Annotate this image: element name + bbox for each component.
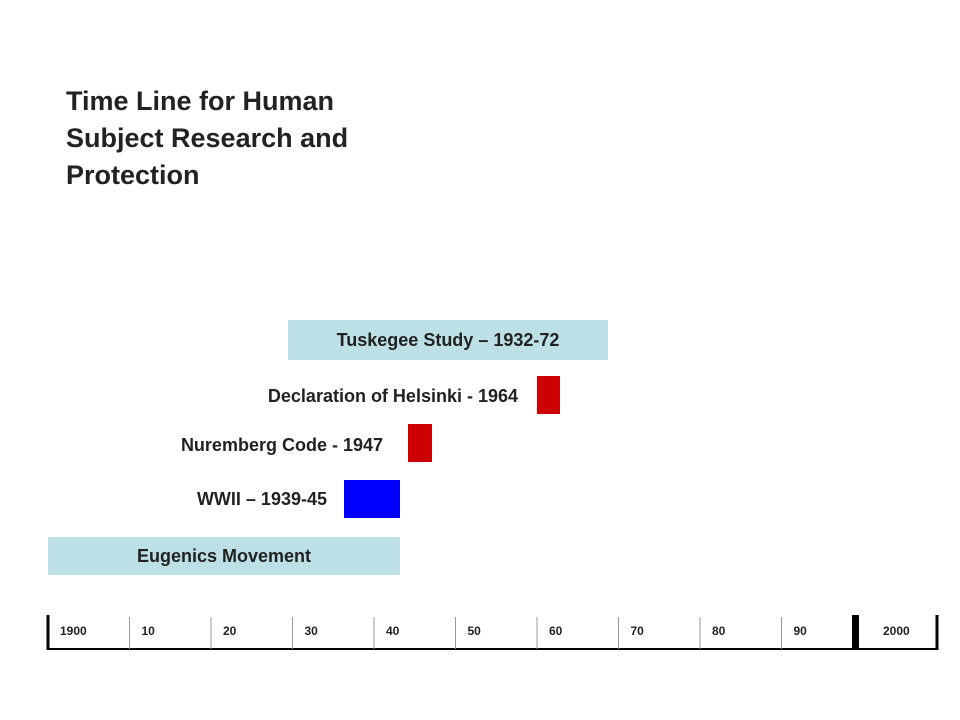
axis-label: 60 [549,624,563,638]
event-label: Declaration of Helsinki - 1964 [268,386,518,406]
event-label: Nuremberg Code - 1947 [181,435,383,455]
event-marker [344,480,400,518]
event-marker [408,424,432,462]
event-band [288,320,608,360]
event-band [48,537,400,575]
axis-label: 20 [223,624,237,638]
timeline-axis [46,615,939,650]
axis-label: 90 [794,624,808,638]
axis-label: 30 [305,624,319,638]
title-line: Subject Research and [66,123,348,153]
axis-label: 80 [712,624,726,638]
event-marker [537,376,560,414]
axis-label: 1900 [60,624,87,638]
axis-label: 10 [142,624,156,638]
axis-label: 40 [386,624,400,638]
axis-label: 50 [468,624,482,638]
axis-divider-bold [852,615,859,650]
title-line: Time Line for Human [66,86,334,116]
axis-label: 2000 [883,624,910,638]
event-label: Tuskegee Study – 1932-72 [337,330,560,350]
event-label: Eugenics Movement [137,546,311,566]
title-line: Protection [66,160,200,190]
axis-label: 70 [631,624,645,638]
event-label: WWII – 1939-45 [197,489,327,509]
